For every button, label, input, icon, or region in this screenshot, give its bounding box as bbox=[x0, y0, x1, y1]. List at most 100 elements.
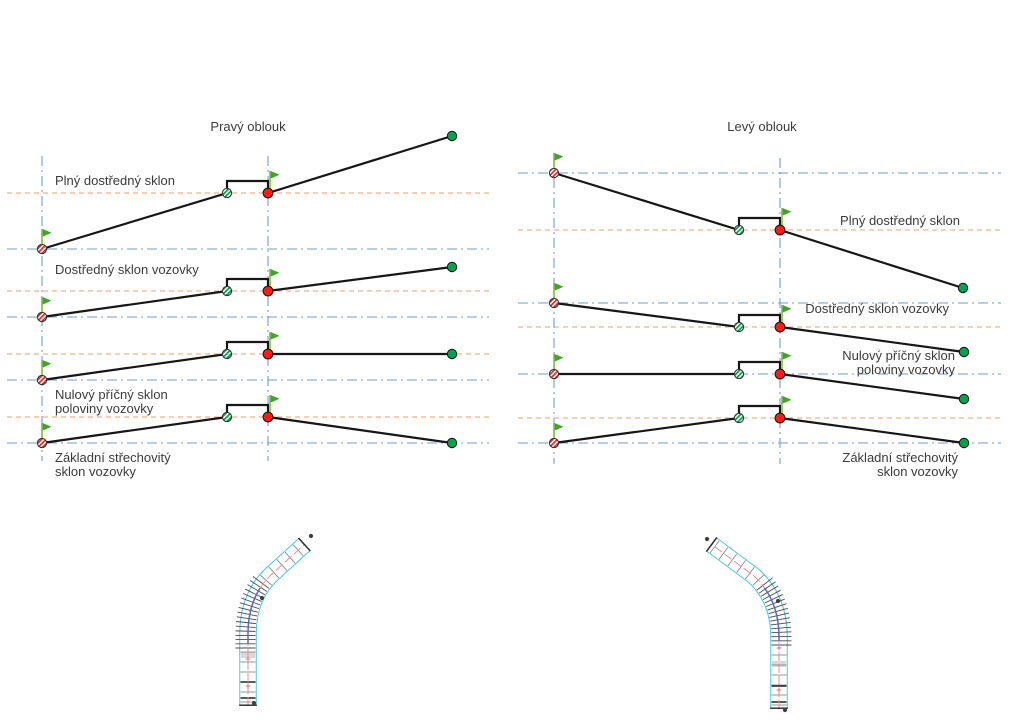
road-tick bbox=[241, 597, 261, 606]
rotation-hatched-marker bbox=[733, 412, 745, 424]
station-marker bbox=[704, 536, 710, 542]
start-hatched-marker bbox=[36, 311, 48, 323]
label-pavement-superelevation: Dostředný sklon vozovky bbox=[55, 262, 199, 277]
road-tick bbox=[237, 611, 258, 617]
rotation-hatched-marker bbox=[733, 224, 745, 236]
flag-pennant-icon bbox=[554, 423, 564, 431]
label-line: Nulový příčný sklon bbox=[55, 387, 168, 402]
label-line: Základní střechovitý bbox=[842, 450, 958, 465]
road-tick bbox=[705, 537, 718, 552]
station-marker bbox=[782, 707, 788, 713]
label-pavement-superelevation: Dostředný sklon vozovky bbox=[805, 301, 949, 316]
label-zero-cross-slope: Nulový příčný sklon poloviny vozovky bbox=[842, 349, 955, 377]
rotation-hatched-marker bbox=[221, 187, 233, 199]
start-hatched-marker bbox=[36, 374, 48, 386]
start-hatched-marker bbox=[548, 437, 560, 449]
road-transition-line bbox=[710, 543, 780, 709]
station-marker bbox=[259, 595, 265, 601]
road-tick bbox=[245, 588, 264, 599]
slope-profile-line bbox=[41, 340, 452, 382]
start-hatched-marker bbox=[548, 167, 560, 179]
flag-pennant-icon bbox=[782, 208, 792, 216]
edge-point-marker bbox=[958, 346, 970, 358]
start-hatched-marker bbox=[36, 437, 48, 449]
road-transition-line bbox=[247, 543, 306, 706]
label-line: sklon vozovky bbox=[55, 464, 136, 479]
rotation-point-marker bbox=[774, 321, 786, 333]
flag-pennant-icon bbox=[42, 297, 52, 305]
label-full-superelevation: Plný dostředný sklon bbox=[55, 173, 175, 188]
rotation-hatched-marker bbox=[733, 321, 745, 333]
road-tick bbox=[767, 603, 787, 611]
label-line: Základní střechovitý bbox=[55, 450, 171, 465]
road-tick bbox=[249, 580, 268, 592]
road-tick bbox=[236, 621, 257, 625]
road-tick bbox=[297, 537, 311, 552]
edge-point-marker bbox=[446, 130, 458, 142]
rotation-hatched-marker bbox=[221, 285, 233, 297]
road-tick bbox=[756, 577, 773, 591]
start-hatched-marker bbox=[36, 243, 48, 255]
slope-profile-line bbox=[554, 360, 965, 401]
edge-point-marker bbox=[446, 261, 458, 273]
label-full-superelevation: Plný dostředný sklon bbox=[840, 213, 960, 228]
road-tick bbox=[758, 581, 776, 594]
flag-pennant-icon bbox=[782, 352, 792, 360]
station-marker bbox=[308, 533, 314, 539]
road-tick bbox=[260, 574, 272, 586]
rotation-point-marker bbox=[262, 285, 274, 297]
flag-pennant-icon bbox=[270, 171, 280, 179]
road-tick bbox=[770, 617, 790, 622]
road-tick bbox=[760, 585, 779, 597]
road-tick bbox=[762, 589, 781, 601]
road-tick bbox=[766, 598, 785, 607]
rotation-point-marker bbox=[262, 187, 274, 199]
rotation-point-marker bbox=[262, 348, 274, 360]
slope-profile-line bbox=[41, 134, 453, 251]
label-line: poloviny vozovky bbox=[55, 401, 154, 416]
label-basic-crown-slope: Základní střechovitý sklon vozovky bbox=[55, 451, 171, 479]
label-line: Nulový příčný sklon bbox=[842, 348, 955, 363]
road-tick bbox=[238, 606, 259, 613]
label-line: poloviny vozovky bbox=[856, 362, 955, 377]
road-tick bbox=[236, 616, 257, 621]
rotation-point-marker bbox=[774, 224, 786, 236]
slope-profile-line bbox=[553, 171, 964, 290]
flag-pennant-icon bbox=[554, 354, 564, 362]
road-tick bbox=[252, 576, 270, 589]
start-hatched-marker bbox=[548, 297, 560, 309]
road-tick bbox=[718, 547, 729, 560]
road-centerline bbox=[710, 543, 780, 709]
flag-pennant-icon bbox=[782, 396, 792, 404]
slope-profile-line bbox=[553, 301, 965, 354]
station-marker bbox=[775, 598, 781, 604]
label-zero-cross-slope: Nulový příčný sklon poloviny vozovky bbox=[55, 388, 168, 416]
flag-pennant-icon bbox=[554, 153, 564, 161]
slope-profile-line bbox=[553, 404, 965, 445]
road-tick bbox=[727, 553, 738, 567]
road-tick bbox=[771, 626, 792, 630]
title-left-curve: Levý oblouk bbox=[727, 119, 797, 134]
label-basic-crown-slope: Základní střechovitý sklon vozovky bbox=[842, 451, 958, 479]
label-line: sklon vozovky bbox=[877, 464, 958, 479]
flag-pennant-icon bbox=[782, 305, 792, 313]
road-tick bbox=[235, 630, 256, 632]
flag-pennant-icon bbox=[270, 332, 280, 340]
slope-profile-line bbox=[41, 265, 453, 319]
edge-point-marker bbox=[957, 282, 969, 294]
rotation-point-marker bbox=[262, 411, 274, 423]
road-tick bbox=[770, 621, 791, 626]
flag-pennant-icon bbox=[270, 269, 280, 277]
rotation-hatched-marker bbox=[221, 348, 233, 360]
rotation-point-marker bbox=[774, 412, 786, 424]
road-tick bbox=[771, 631, 792, 634]
station-marker bbox=[251, 700, 257, 706]
edge-point-marker bbox=[958, 437, 970, 449]
road-tick bbox=[247, 584, 266, 596]
rotation-hatched-marker bbox=[733, 368, 745, 380]
road-tick bbox=[235, 625, 256, 628]
road-tick bbox=[769, 612, 790, 618]
road-tick bbox=[764, 594, 784, 604]
